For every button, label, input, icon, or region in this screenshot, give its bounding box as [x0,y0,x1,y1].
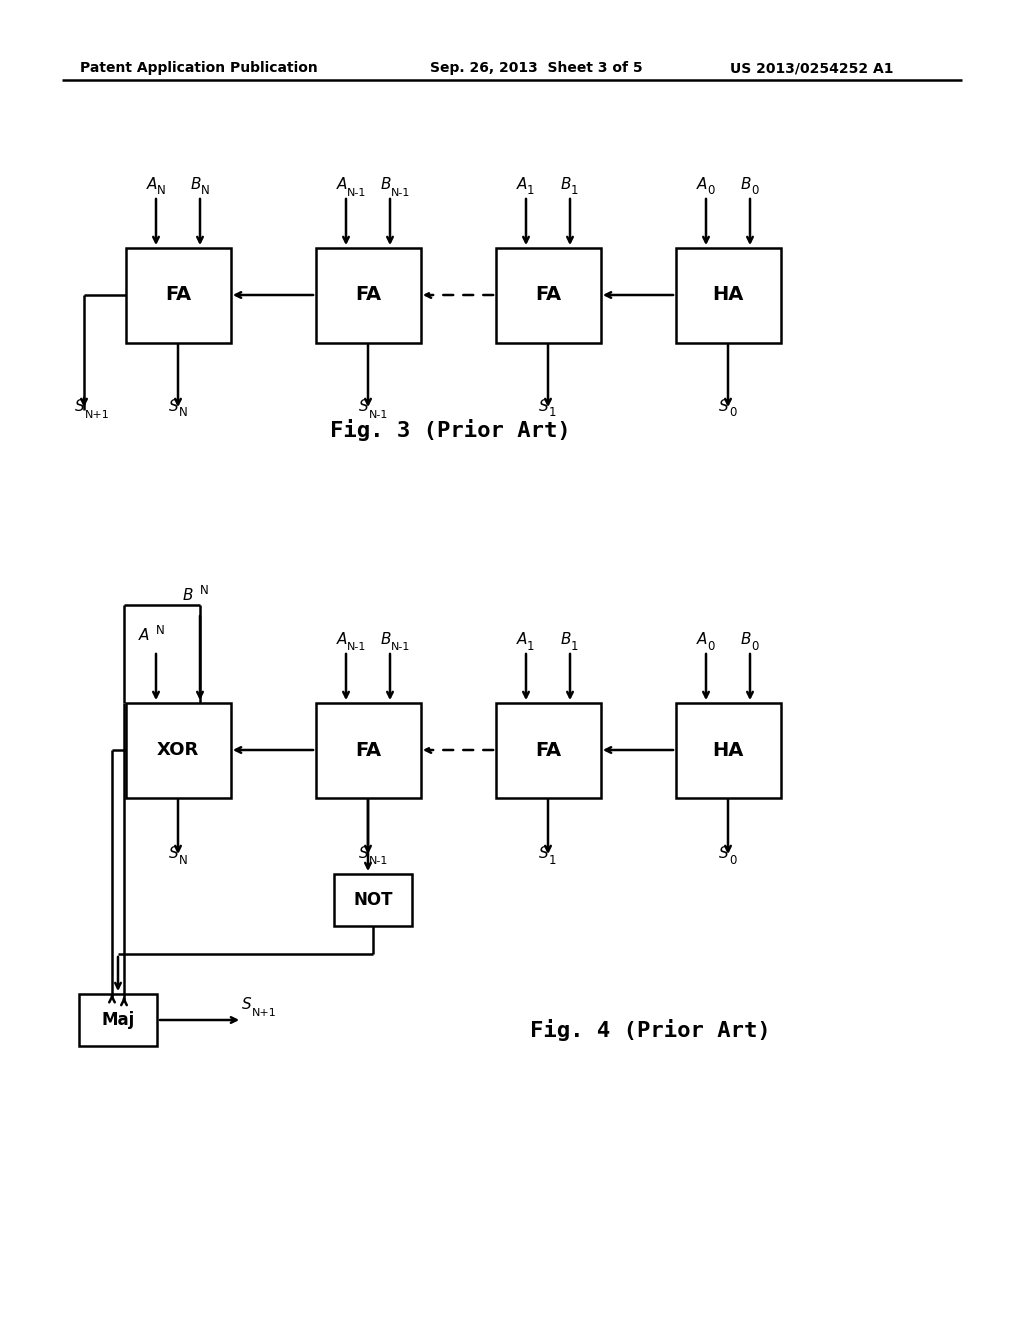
Text: N+1: N+1 [85,409,110,420]
Text: N-1: N-1 [347,643,367,652]
Text: N: N [156,624,165,638]
Bar [334,874,412,927]
Text: N: N [179,407,187,420]
Text: FA: FA [535,741,561,759]
Text: B: B [740,632,752,647]
Text: N+1: N+1 [252,1007,276,1018]
Text: FA: FA [535,285,561,305]
Text: HA: HA [713,285,743,305]
Text: N: N [179,854,187,866]
Text: N-1: N-1 [391,643,411,652]
Bar [676,248,780,342]
Text: B: B [381,177,391,191]
Bar [126,248,230,342]
Text: US 2013/0254252 A1: US 2013/0254252 A1 [730,61,894,75]
Text: A: A [517,177,527,191]
Text: 1: 1 [571,639,579,652]
Text: 1: 1 [549,854,556,866]
Text: N-1: N-1 [369,857,388,866]
Text: S: S [719,399,729,414]
Bar [676,702,780,797]
Text: A: A [696,177,708,191]
Text: Patent Application Publication: Patent Application Publication [80,61,317,75]
Text: A: A [337,177,347,191]
Bar [315,702,421,797]
Text: Fig. 3 (Prior Art): Fig. 3 (Prior Art) [330,418,570,441]
Text: N: N [200,583,209,597]
Text: 0: 0 [707,185,715,198]
Text: FA: FA [355,741,381,759]
Text: B: B [561,632,571,647]
Text: 1: 1 [527,639,535,652]
Text: S: S [169,399,179,414]
Text: B: B [740,177,752,191]
Text: FA: FA [355,285,381,305]
Text: 1: 1 [571,185,579,198]
Text: N-1: N-1 [369,409,388,420]
Text: B: B [381,632,391,647]
Text: A: A [139,628,150,643]
Text: Sep. 26, 2013  Sheet 3 of 5: Sep. 26, 2013 Sheet 3 of 5 [430,61,643,75]
Text: 0: 0 [729,854,736,866]
Text: 1: 1 [549,407,556,420]
Bar [126,702,230,797]
Text: A: A [517,632,527,647]
Text: N: N [157,185,166,198]
Text: S: S [359,399,369,414]
Text: A: A [696,632,708,647]
Text: FA: FA [165,285,191,305]
Text: 0: 0 [751,639,759,652]
Text: 1: 1 [527,185,535,198]
Bar [496,248,600,342]
Text: S: S [243,997,252,1012]
Text: S: S [75,399,85,414]
Text: B: B [561,177,571,191]
Text: Fig. 4 (Prior Art): Fig. 4 (Prior Art) [529,1019,770,1041]
Text: S: S [169,846,179,861]
Text: S: S [540,399,549,414]
Text: NOT: NOT [353,891,393,909]
Text: B: B [182,587,194,603]
Text: S: S [719,846,729,861]
Text: A: A [146,177,158,191]
Text: HA: HA [713,741,743,759]
Text: 0: 0 [729,407,736,420]
Text: N: N [201,185,210,198]
Text: B: B [190,177,202,191]
Text: 0: 0 [751,185,759,198]
Text: N-1: N-1 [391,187,411,198]
Text: XOR: XOR [157,741,199,759]
Text: S: S [540,846,549,861]
Bar [79,994,157,1045]
Text: A: A [337,632,347,647]
Text: 0: 0 [707,639,715,652]
Text: S: S [359,846,369,861]
Text: Maj: Maj [101,1011,134,1030]
Bar [315,248,421,342]
Text: N-1: N-1 [347,187,367,198]
Bar [496,702,600,797]
